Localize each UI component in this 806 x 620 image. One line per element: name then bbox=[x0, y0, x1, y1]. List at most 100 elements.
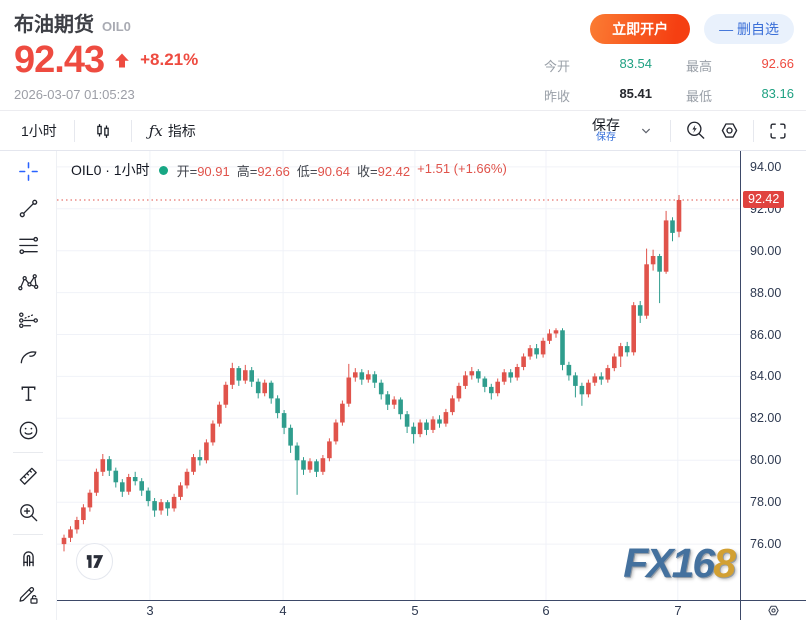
tradingview-logo-icon bbox=[86, 555, 103, 568]
time-tick-label: 7 bbox=[674, 603, 682, 618]
drawing-tools-sidebar bbox=[0, 151, 57, 620]
xabcd-pattern-tool[interactable] bbox=[12, 267, 44, 297]
magnet-icon bbox=[17, 546, 40, 569]
legend-close-label: 收= bbox=[357, 163, 378, 179]
text-tool[interactable] bbox=[12, 378, 44, 408]
interval-button[interactable]: 1小时 bbox=[12, 117, 66, 145]
price-tick-label: 82.00 bbox=[750, 411, 782, 426]
price-tick-label: 80.00 bbox=[750, 453, 782, 468]
gear-icon bbox=[766, 603, 781, 618]
time-tick-label: 5 bbox=[411, 603, 419, 618]
sidebar-divider bbox=[13, 452, 43, 453]
price-tick-label: 94.00 bbox=[750, 159, 782, 174]
zoom-in-tool[interactable] bbox=[12, 497, 44, 527]
chevron-down-icon bbox=[638, 123, 654, 139]
xabcd-pattern-icon bbox=[17, 271, 40, 294]
instrument-header: 布油期货 OIL0 92.43 +8.21% 2026-03-07 01:05:… bbox=[14, 8, 198, 102]
stat-value-prev-close: 85.41 bbox=[619, 86, 652, 101]
symbol-code: OIL0 bbox=[102, 19, 131, 34]
toolbar-divider bbox=[130, 119, 132, 142]
time-tick-label: 3 bbox=[146, 603, 154, 618]
chart-style-button[interactable] bbox=[83, 116, 123, 146]
time-axis[interactable]: 3 4 5 6 7 bbox=[57, 600, 806, 620]
save-menu-button[interactable] bbox=[630, 116, 662, 146]
candlestick-style-icon bbox=[92, 120, 114, 142]
fullscreen-icon bbox=[767, 120, 789, 142]
chart-toolbar: 1小时 ƒx 指标 保存 保存 bbox=[0, 110, 806, 151]
fib-retracement-tool[interactable] bbox=[12, 230, 44, 260]
legend-low-label: 低= bbox=[296, 163, 318, 179]
legend-close-value: 92.42 bbox=[377, 163, 411, 179]
axis-settings-button[interactable] bbox=[740, 601, 806, 620]
stat-label: 最低 bbox=[685, 89, 712, 104]
sidebar-divider bbox=[13, 534, 43, 535]
legend-series-title: OIL0 · 1小时 bbox=[71, 162, 150, 178]
price-tick-label: 84.00 bbox=[750, 369, 782, 384]
magnet-tool[interactable] bbox=[12, 542, 44, 572]
indicators-label: 指标 bbox=[167, 122, 196, 139]
chart-canvas[interactable] bbox=[57, 151, 740, 600]
indicators-button[interactable]: ƒx 指标 bbox=[140, 117, 205, 145]
crosshair-tool[interactable] bbox=[12, 156, 44, 186]
forecast-tool[interactable] bbox=[12, 304, 44, 334]
gear-icon bbox=[718, 119, 741, 142]
change-percent: +8.21% bbox=[140, 50, 199, 69]
text-icon bbox=[17, 382, 40, 405]
market-status-dot bbox=[158, 165, 168, 175]
price-tick-label: 90.00 bbox=[750, 243, 782, 258]
price-axis[interactable]: 94.00 92.00 90.00 88.00 86.00 84.00 82.00 80.00… bbox=[740, 151, 806, 600]
toolbar-divider bbox=[73, 119, 75, 142]
legend-high-label: 高= bbox=[236, 163, 258, 179]
fullscreen-button[interactable] bbox=[762, 116, 794, 146]
legend-high-value: 92.66 bbox=[257, 163, 290, 179]
toolbar-divider bbox=[753, 119, 754, 142]
last-price-tag: 92.42 bbox=[743, 191, 785, 208]
quote-stats: 今开 83.54 昨收 85.41 最高 92.66 最低 83.16 bbox=[544, 56, 794, 105]
up-arrow-icon bbox=[114, 52, 130, 69]
stat-label: 昨收 bbox=[543, 89, 570, 104]
brush-icon bbox=[17, 345, 40, 368]
trend-line-tool[interactable] bbox=[12, 193, 44, 223]
save-button[interactable]: 保存 保存 bbox=[584, 116, 628, 145]
remove-watchlist-button[interactable]: — 删自选 bbox=[704, 14, 794, 44]
legend-change: +1.51 (+1.66%) bbox=[417, 160, 507, 176]
forecast-lines-icon bbox=[17, 308, 40, 331]
page-title: 布油期货 bbox=[14, 14, 94, 36]
price-tick-label: 78.00 bbox=[750, 495, 782, 510]
zoom-in-icon bbox=[17, 501, 40, 524]
stat-value-low: 83.16 bbox=[761, 86, 794, 101]
measure-tool[interactable] bbox=[12, 460, 44, 490]
fx168-watermark: FX168 bbox=[623, 540, 736, 586]
fx168-watermark-accent: 8 bbox=[713, 540, 736, 586]
flash-search-button[interactable] bbox=[679, 116, 711, 146]
chart-pane: OIL0 · 1小时 开=90.91 高=92.66 低=90.64 收=92.… bbox=[57, 151, 740, 600]
settings-button[interactable] bbox=[713, 116, 745, 146]
legend-open-label: 开= bbox=[176, 163, 198, 179]
price-tick-label: 76.00 bbox=[750, 537, 782, 552]
header-actions: 立即开户 — 删自选 bbox=[590, 14, 794, 44]
fx168-watermark-main: FX16 bbox=[623, 540, 715, 586]
last-price: 92.43 bbox=[14, 39, 105, 81]
open-account-button[interactable]: 立即开户 bbox=[590, 14, 691, 44]
time-tick-label: 6 bbox=[542, 603, 550, 618]
tradingview-logo[interactable] bbox=[76, 543, 113, 580]
brush-tool[interactable] bbox=[12, 341, 44, 371]
legend-low-value: 90.64 bbox=[317, 163, 351, 179]
quote-timestamp: 2026-03-07 01:05:23 bbox=[14, 87, 135, 102]
pencil-lock-icon bbox=[17, 583, 40, 606]
chart-legend: OIL0 · 1小时 开=90.91 高=92.66 低=90.64 收=92.… bbox=[71, 160, 507, 180]
stat-label: 今开 bbox=[543, 59, 570, 74]
fib-lines-icon bbox=[17, 234, 40, 257]
trend-line-icon bbox=[17, 197, 40, 220]
save-label: 保存 bbox=[592, 116, 620, 133]
flash-search-icon bbox=[684, 119, 707, 142]
emoji-tool[interactable] bbox=[12, 415, 44, 445]
toolbar-divider bbox=[670, 119, 671, 142]
function-icon: ƒx bbox=[148, 121, 163, 140]
legend-open-value: 90.91 bbox=[197, 163, 230, 179]
save-sublabel: 保存 bbox=[596, 131, 616, 143]
drawing-lock-tool[interactable] bbox=[12, 579, 44, 609]
time-tick-label: 4 bbox=[279, 603, 287, 618]
stat-value-open: 83.54 bbox=[619, 56, 652, 71]
